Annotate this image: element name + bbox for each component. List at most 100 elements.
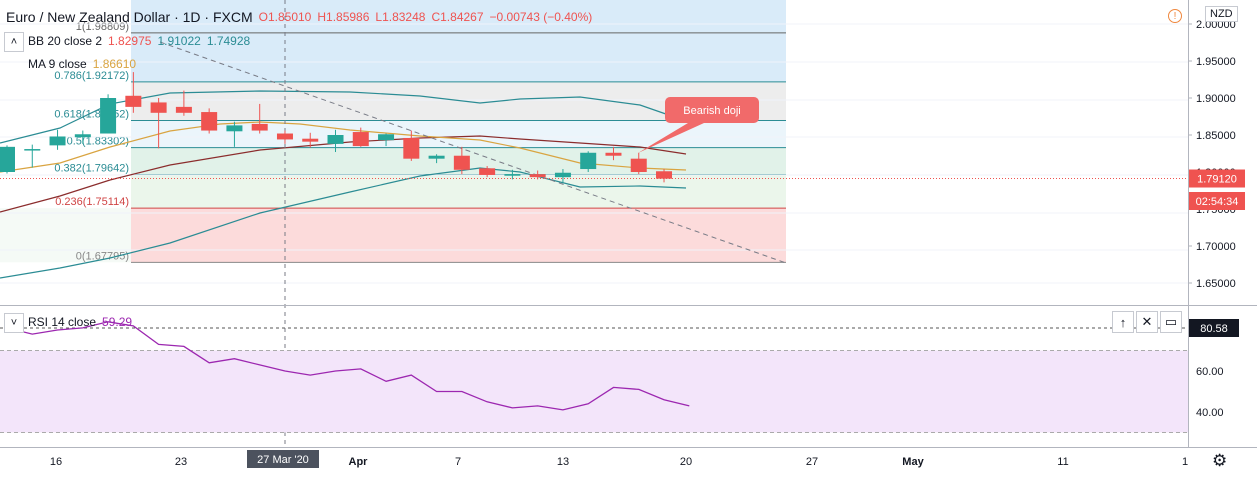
fib-zone [131, 32, 786, 82]
warning-icon[interactable]: ! [1168, 9, 1182, 23]
trend-lines [0, 0, 1188, 447]
candle-body [49, 136, 66, 146]
candle-body [656, 171, 673, 179]
bb-lower-band [0, 167, 687, 279]
ma-value: 1.86610 [92, 57, 137, 71]
candle-body [352, 132, 369, 147]
settings-gear-icon[interactable]: ⚙ [1212, 451, 1228, 470]
time-tick-label: 16 [50, 456, 62, 468]
symbol-title: Euro / New Zealand Dollar · 1D · FXCM [6, 9, 253, 25]
fib-label: 0.382(1.79642) [54, 163, 129, 175]
candle-body [378, 134, 395, 141]
fib-label: 0.786(1.92172) [54, 70, 129, 82]
price-axis: 2.000001.950001.900001.850001.800001.750… [1188, 19, 1236, 419]
countdown-box [1189, 192, 1245, 210]
candle-body [327, 135, 344, 144]
time-tick-label: 20 [680, 456, 692, 468]
candle-body [201, 112, 218, 131]
candle-body [529, 174, 546, 178]
ma-line [0, 121, 687, 173]
rsi-tick-label: 60.00 [1196, 366, 1224, 378]
time-tick-label: 7 [455, 456, 461, 468]
ma-label: MA 9 close [28, 57, 87, 71]
candle-body [125, 95, 142, 107]
close-value: C1.84267 [431, 10, 484, 24]
bb-up-value: 1.91022 [157, 34, 201, 48]
candle-body [453, 155, 470, 170]
candle-body [504, 174, 521, 176]
time-axis: 16 23 27 Mar '20 Apr 7 13 20 27 May 11 1 [50, 450, 1188, 468]
candle-body [74, 134, 91, 138]
rsi-pane [0, 321, 1188, 433]
price-tick-label: 1.90000 [1196, 93, 1236, 105]
candle-body [0, 146, 15, 172]
annotation-text: Bearish doji [683, 105, 740, 117]
candle-body [24, 149, 41, 151]
rsi-last-box [1189, 319, 1239, 337]
low-value: L1.83248 [375, 10, 426, 24]
change-value: −0.00743 (−0.40%) [489, 10, 593, 24]
candle-body [428, 155, 445, 159]
fib-zone-top [131, 0, 786, 33]
price-tick-label: 1.70000 [1196, 241, 1236, 253]
rsi-last-label: 80.58 [1200, 323, 1228, 335]
candle-body [605, 152, 622, 156]
open-value: O1.85010 [258, 10, 312, 24]
price-labels: 1.79120 02:54:34 80.58 [1189, 169, 1245, 337]
candle-body [554, 172, 571, 178]
annotation: Bearish doji [638, 97, 759, 153]
time-tick-label: 23 [175, 456, 187, 468]
candle-body [276, 133, 293, 140]
rsi-line [6, 321, 690, 411]
fib-label: 0.5(1.83302) [67, 136, 129, 148]
collapse-rsi-button[interactable]: ˅ [4, 313, 24, 333]
candle-body [302, 138, 319, 142]
time-tick-label: 11 [1057, 456, 1068, 468]
candle-body [150, 102, 167, 113]
time-tick-label: 13 [557, 456, 569, 468]
candle-body [479, 168, 496, 175]
collapse-legend-button[interactable]: ˄ [4, 32, 24, 52]
move-up-button[interactable]: ↑ [1112, 311, 1134, 333]
bb-legend[interactable]: BB 20 close 2 1.82975 1.91022 1.74928 [28, 31, 256, 51]
crosshair-date-box [247, 450, 319, 468]
ma-legend[interactable]: MA 9 close 1.86610 [28, 54, 142, 74]
bb-label: BB 20 close 2 [28, 34, 103, 48]
close-pane-button[interactable]: ✕ [1136, 311, 1158, 333]
candle-body [580, 152, 597, 170]
fibonacci-retracement: 1(1.98809)0.786(1.92172)0.618(1.86952)0.… [0, 0, 786, 263]
time-tick-label: 1 [1182, 456, 1188, 468]
candles [0, 72, 673, 183]
dashed-trendline [159, 41, 787, 264]
rsi-label: RSI 14 close [28, 315, 97, 329]
candle-body [251, 123, 268, 131]
header-legend: Euro / New Zealand Dollar · 1D · FXCM O1… [6, 7, 598, 27]
fib-extension-left [0, 208, 131, 263]
price-tick-label: 2.00000 [1196, 19, 1236, 31]
currency-badge[interactable]: NZD [1205, 6, 1238, 22]
candle-body [630, 158, 647, 172]
last-price-label: 1.79120 [1197, 174, 1237, 186]
price-tick-label: 1.95000 [1196, 56, 1236, 68]
fib-label: 0.236(1.75114) [55, 196, 129, 208]
rsi-legend[interactable]: RSI 14 close 59.29 [28, 312, 138, 332]
time-tick-label: May [902, 456, 924, 468]
maximize-pane-button[interactable]: ▭ [1160, 311, 1182, 333]
annotation-callout [638, 97, 759, 153]
price-tick-label: 1.65000 [1196, 278, 1236, 290]
candle-body [175, 106, 192, 113]
candle-body [403, 137, 420, 159]
price-tick-label: 1.85000 [1196, 130, 1236, 142]
crosshair-date-label: 27 Mar '20 [257, 454, 309, 466]
high-value: H1.85986 [317, 10, 370, 24]
bb-low-value: 1.74928 [206, 34, 251, 48]
candle-body [100, 98, 117, 134]
fib-zone [131, 174, 786, 209]
time-tick-label: 27 [806, 456, 818, 468]
fib-label: 0(1.67795) [76, 250, 129, 262]
time-tick-label: Apr [349, 456, 369, 468]
rsi-value: 59.29 [102, 315, 133, 329]
rsi-band [0, 350, 1188, 433]
